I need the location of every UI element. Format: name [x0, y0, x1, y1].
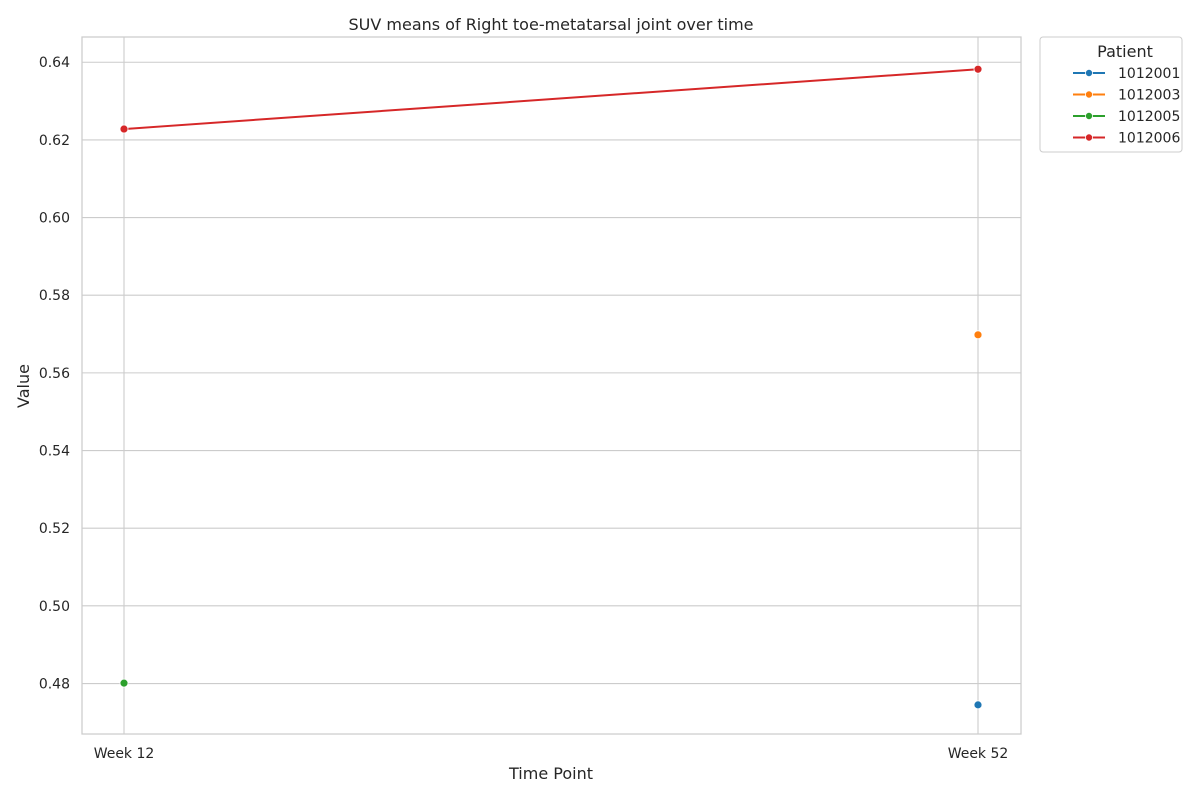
x-axis-label: Time Point: [508, 764, 593, 783]
x-tick-labels: Week 12 Week 52: [94, 746, 1009, 762]
y-tick-label: 0.48: [39, 677, 70, 693]
legend-item: 1012005: [1073, 109, 1180, 125]
legend-item: 1012003: [1073, 88, 1180, 104]
y-tick-label: 0.52: [39, 521, 70, 537]
series-1012001: [973, 700, 983, 710]
data-point: [119, 678, 129, 688]
legend-marker-swatch: [1085, 112, 1094, 121]
x-tick-label: Week 52: [948, 746, 1009, 762]
legend-marker-swatch: [1085, 90, 1094, 99]
chart-title: SUV means of Right toe-metatarsal joint …: [348, 15, 753, 34]
legend: Patient 1012001 1012003 1012005 1012006: [1039, 36, 1183, 153]
legend-frame: [1039, 36, 1183, 153]
series-1012003: [973, 330, 983, 340]
legend-label: 1012003: [1118, 88, 1180, 104]
x-tick-label: Week 12: [94, 746, 155, 762]
series-layer: [119, 64, 983, 710]
y-tick-label: 0.56: [39, 366, 70, 382]
data-point: [119, 124, 129, 134]
y-tick-label: 0.50: [39, 599, 70, 615]
y-tick-label: 0.58: [39, 288, 70, 304]
y-axis-label: Value: [14, 364, 33, 408]
legend-title: Patient: [1097, 42, 1153, 61]
plot-area-background: [82, 37, 1021, 734]
legend-item: 1012001: [1073, 66, 1180, 82]
legend-marker-swatch: [1085, 133, 1094, 142]
series-line: [123, 68, 979, 131]
series-1012005: [119, 678, 129, 688]
legend-items: 1012001 1012003 1012005 1012006: [1073, 66, 1180, 147]
y-tick-label: 0.64: [39, 55, 70, 71]
plot-frame: [81, 36, 1022, 735]
data-point: [973, 64, 983, 74]
legend-marker-swatch: [1085, 69, 1094, 78]
y-tick-label: 0.54: [39, 444, 70, 460]
legend-label: 1012005: [1118, 109, 1180, 125]
y-tick-label: 0.60: [39, 211, 70, 227]
y-tick-labels: 0.48 0.50 0.52 0.54 0.56 0.58 0.60 0.62 0.64: [39, 55, 70, 692]
data-point: [973, 700, 983, 710]
legend-label: 1012006: [1118, 131, 1180, 147]
data-point: [973, 330, 983, 340]
grid-layer: [82, 37, 1021, 734]
legend-item: 1012006: [1073, 131, 1180, 147]
legend-label: 1012001: [1118, 66, 1180, 82]
y-tick-label: 0.62: [39, 133, 70, 149]
series-1012006: [119, 64, 983, 134]
